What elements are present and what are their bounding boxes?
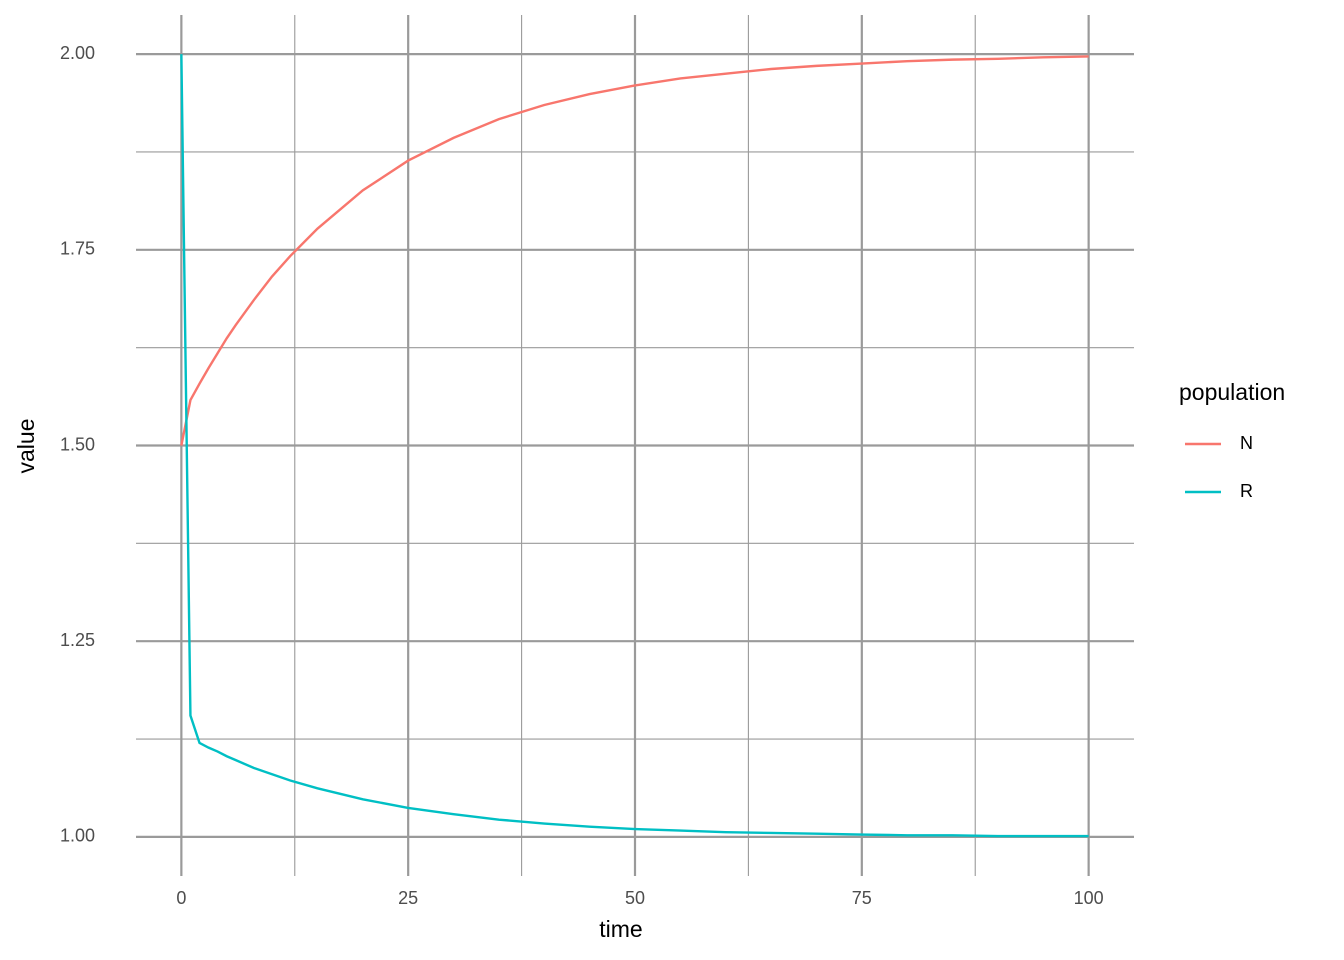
y-tick-label: 1.75 [60, 239, 95, 259]
grid [136, 15, 1134, 876]
line-series [180, 54, 1089, 838]
x-axis-title: time [599, 916, 642, 942]
legend-label: R [1240, 481, 1253, 501]
x-tick-label: 100 [1074, 888, 1104, 908]
x-tick-label: 0 [176, 888, 186, 908]
line-series [180, 55, 1089, 446]
y-tick-label: 1.25 [60, 630, 95, 650]
y-tick-label: 1.00 [60, 826, 95, 846]
legend-label: N [1240, 433, 1253, 453]
legend-title: population [1179, 379, 1285, 405]
x-tick-label: 50 [625, 888, 645, 908]
x-tick-label: 75 [852, 888, 872, 908]
x-tick-label: 25 [398, 888, 418, 908]
y-axis-title: value [13, 419, 39, 474]
y-tick-label: 1.50 [60, 434, 95, 454]
y-tick-label: 2.00 [60, 43, 95, 63]
